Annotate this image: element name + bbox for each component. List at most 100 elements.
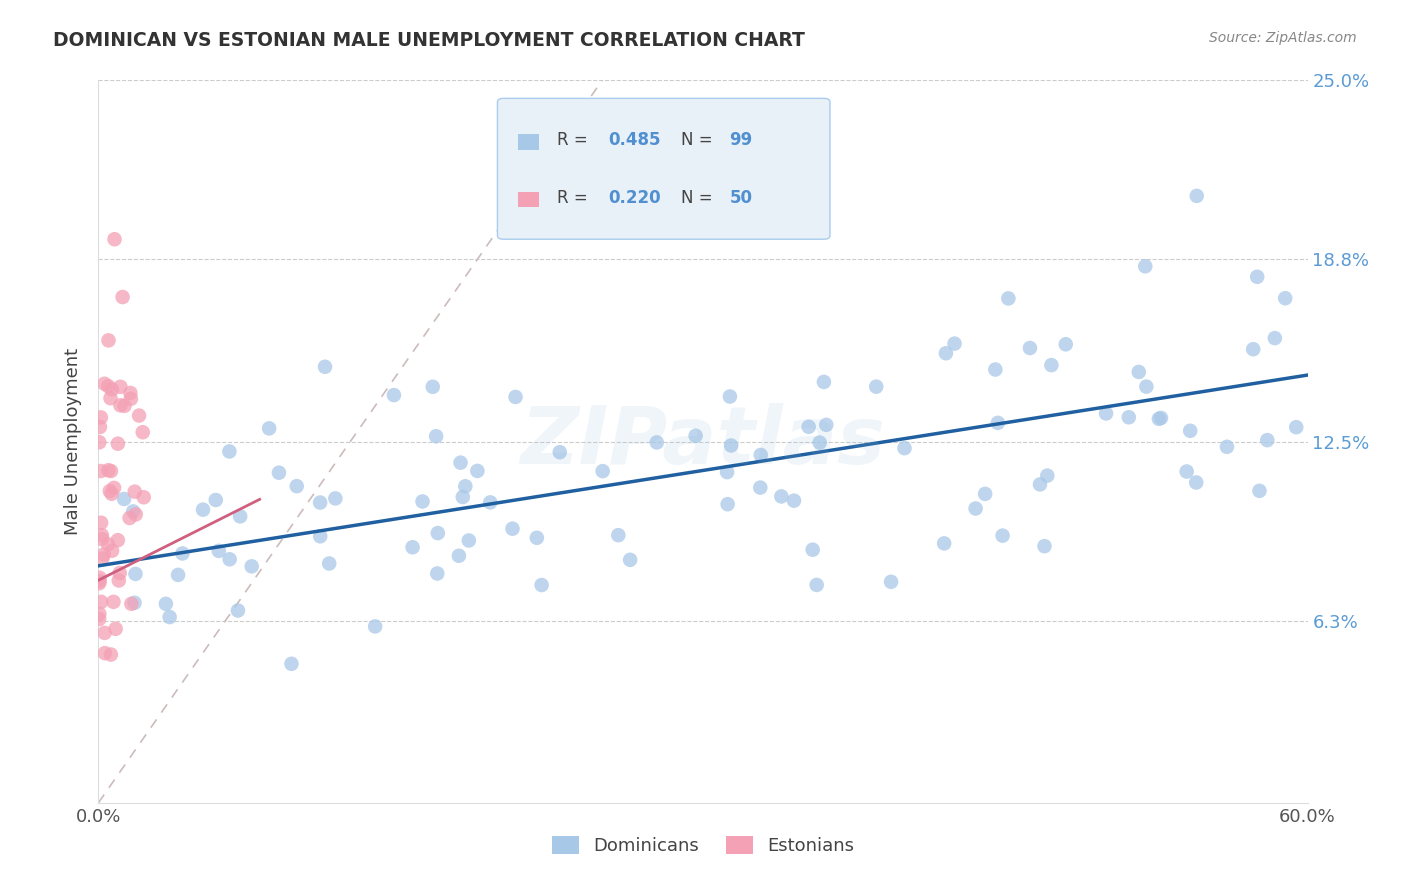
Point xyxy=(240,559,263,574)
Point xyxy=(90,528,112,542)
Text: 0.485: 0.485 xyxy=(609,131,661,149)
Point xyxy=(172,546,194,560)
Point xyxy=(479,495,502,509)
Point xyxy=(1241,343,1264,357)
Point xyxy=(107,436,129,450)
Text: Source: ZipAtlas.com: Source: ZipAtlas.com xyxy=(1209,31,1357,45)
Point xyxy=(1256,433,1278,447)
Point xyxy=(447,549,470,563)
Point xyxy=(965,501,987,516)
Point xyxy=(89,576,111,591)
Point xyxy=(124,484,146,499)
Point xyxy=(107,533,129,548)
Point xyxy=(128,409,150,423)
Point xyxy=(101,543,124,558)
Bar xyxy=(517,134,540,150)
Point xyxy=(100,487,122,501)
Point xyxy=(204,493,226,508)
Point xyxy=(208,544,231,558)
Point xyxy=(716,465,738,479)
Point xyxy=(89,435,111,450)
Point xyxy=(309,495,332,509)
Point xyxy=(426,526,449,541)
Point xyxy=(226,603,249,617)
Point xyxy=(797,419,820,434)
Point xyxy=(100,391,122,405)
Point xyxy=(943,336,966,351)
Point xyxy=(318,557,340,571)
Point xyxy=(191,502,214,516)
Text: 99: 99 xyxy=(730,131,752,149)
Point xyxy=(110,380,132,394)
Point xyxy=(893,441,915,455)
Point xyxy=(111,290,134,304)
Point xyxy=(1029,477,1052,491)
Text: 50: 50 xyxy=(730,189,752,207)
Point xyxy=(90,516,112,530)
Point xyxy=(401,541,423,555)
Point xyxy=(815,417,838,432)
Text: DOMINICAN VS ESTONIAN MALE UNEMPLOYMENT CORRELATION CHART: DOMINICAN VS ESTONIAN MALE UNEMPLOYMENT … xyxy=(53,31,806,50)
Point xyxy=(89,607,111,621)
FancyBboxPatch shape xyxy=(498,98,830,239)
Text: N =: N = xyxy=(682,131,718,149)
Point xyxy=(280,657,302,671)
Point xyxy=(90,464,112,478)
Point xyxy=(101,383,124,397)
Point xyxy=(991,528,1014,542)
Point xyxy=(114,399,136,413)
Point xyxy=(122,504,145,518)
Point xyxy=(454,479,477,493)
Point xyxy=(1274,291,1296,305)
Point xyxy=(1175,465,1198,479)
Point xyxy=(89,612,111,626)
Point xyxy=(112,491,135,506)
Point xyxy=(425,429,447,443)
Point xyxy=(987,416,1010,430)
Point xyxy=(90,410,112,425)
Point xyxy=(1019,341,1042,355)
Point xyxy=(120,392,142,406)
Point xyxy=(1150,411,1173,425)
Point xyxy=(1249,483,1271,498)
Point xyxy=(364,619,387,633)
Point xyxy=(808,435,831,450)
Point xyxy=(218,444,240,458)
Point xyxy=(801,542,824,557)
Point xyxy=(1147,412,1170,426)
Point xyxy=(382,388,405,402)
Point xyxy=(155,597,177,611)
Point xyxy=(314,359,336,374)
Point xyxy=(1185,189,1208,203)
Point xyxy=(98,484,121,499)
Point xyxy=(1180,424,1202,438)
Point xyxy=(132,425,155,440)
Point xyxy=(1285,420,1308,434)
Point xyxy=(806,578,828,592)
Point xyxy=(1264,331,1286,345)
Point xyxy=(457,533,479,548)
Point xyxy=(1033,539,1056,553)
Point xyxy=(501,522,523,536)
Point xyxy=(426,566,449,581)
Text: 0.220: 0.220 xyxy=(609,189,661,207)
Point xyxy=(124,566,146,581)
Point xyxy=(505,390,527,404)
Point xyxy=(100,648,122,662)
Point xyxy=(717,497,740,511)
Point xyxy=(1036,468,1059,483)
Point xyxy=(97,463,120,477)
Point xyxy=(1216,440,1239,454)
Point xyxy=(93,626,115,640)
Point xyxy=(935,346,957,360)
Point xyxy=(125,508,148,522)
Point xyxy=(89,574,111,589)
Point xyxy=(720,438,742,452)
Point xyxy=(103,481,125,495)
Point xyxy=(548,445,571,459)
Point xyxy=(619,553,641,567)
Point xyxy=(124,596,146,610)
Point xyxy=(90,595,112,609)
Point xyxy=(103,232,125,246)
Point xyxy=(997,292,1019,306)
